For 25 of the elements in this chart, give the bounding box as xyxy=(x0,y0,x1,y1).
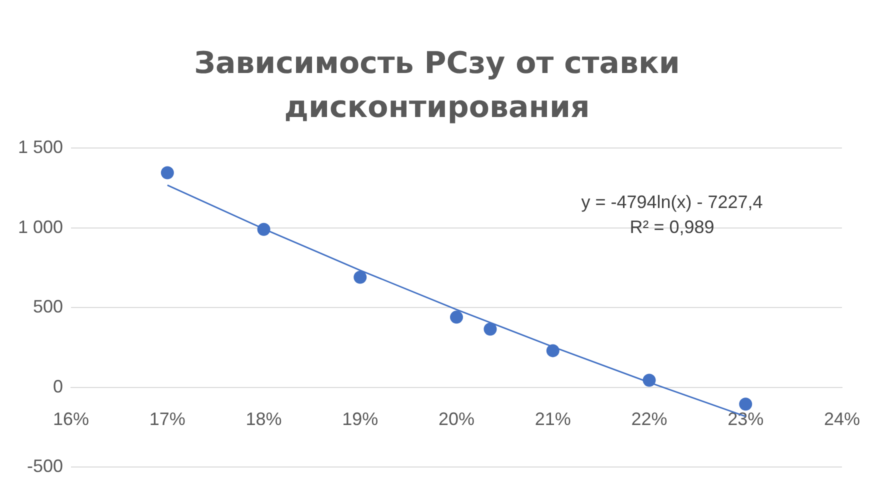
point xyxy=(354,270,367,284)
y-tick-label: -500 xyxy=(27,456,64,476)
y-tick-label: 0 xyxy=(53,376,64,396)
x-tick-label: 17% xyxy=(149,409,186,430)
x-tick-label: 16% xyxy=(53,409,90,430)
point xyxy=(546,344,560,358)
x-tick-label: 22% xyxy=(631,409,668,430)
annotation: y = -4794ln(x) - 7227,4 xyxy=(581,192,763,212)
annotation: R² = 0,989 xyxy=(630,216,714,237)
x-tick-label: 20% xyxy=(438,409,475,430)
point xyxy=(450,310,464,324)
chart-title: Зависимость РСзу от ставки дисконтирования xyxy=(193,45,681,127)
point xyxy=(160,166,174,180)
point xyxy=(642,374,656,387)
x-tick-label: 18% xyxy=(246,409,282,430)
y-tick-label: 500 xyxy=(32,296,64,317)
x-tick-label: 24% xyxy=(824,409,860,430)
x-tick-label: 21% xyxy=(534,409,571,430)
x-tick-label: 19% xyxy=(342,409,378,430)
y-tick-label: 1 500 xyxy=(18,136,64,157)
point xyxy=(739,398,752,411)
point xyxy=(484,322,497,336)
x-tick-label: 23% xyxy=(728,409,764,430)
y-tick-label: 1 000 xyxy=(18,216,64,237)
point xyxy=(257,222,270,236)
